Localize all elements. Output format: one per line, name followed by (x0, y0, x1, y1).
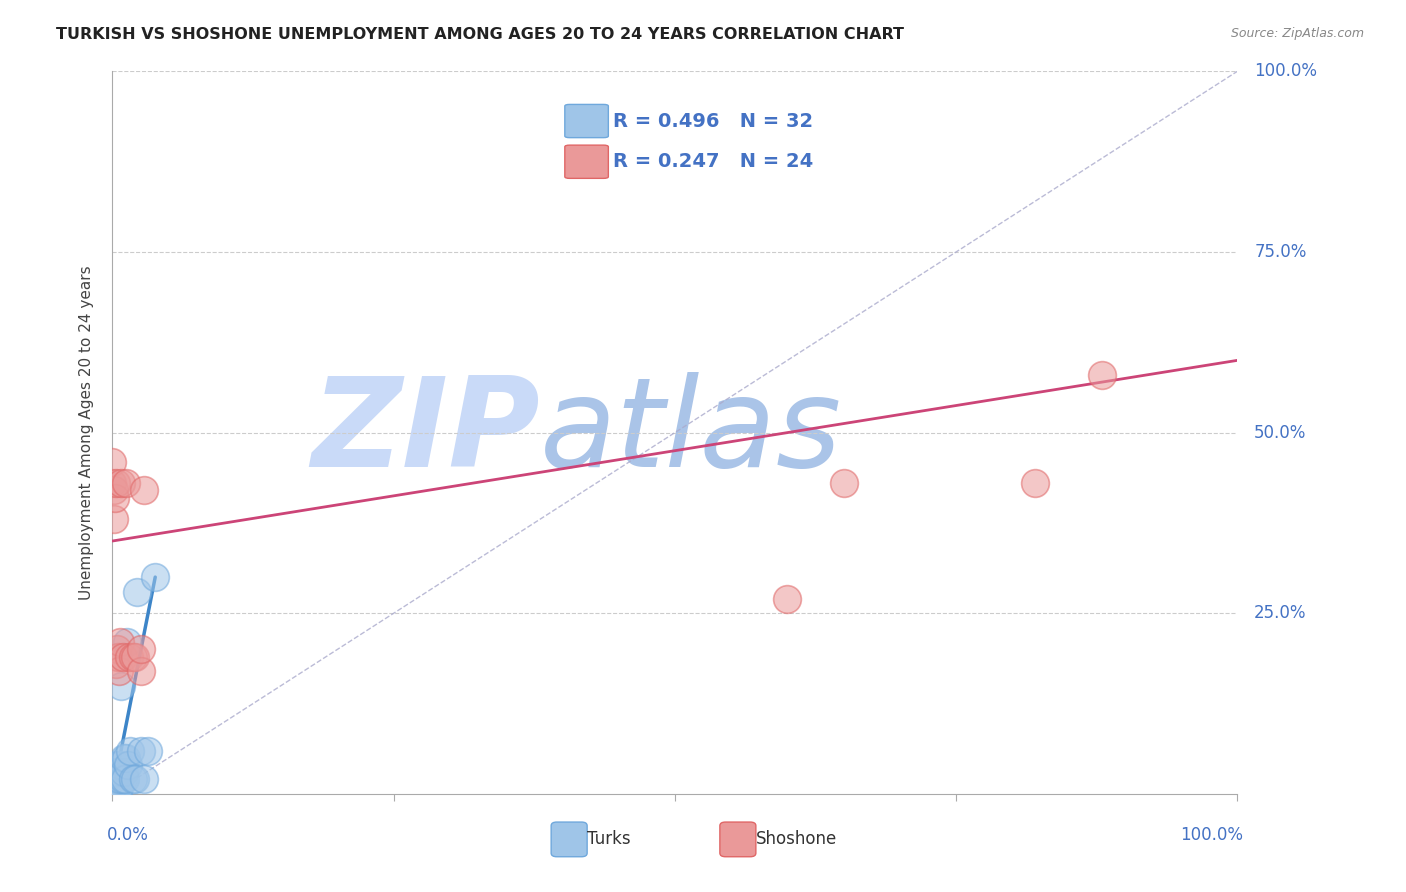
Point (103, 483, 125, 498)
Point (104, 657, 127, 671)
Text: 25.0%: 25.0% (1254, 604, 1306, 623)
Point (120, 743, 142, 757)
Point (832, 476, 855, 491)
Text: 100.0%: 100.0% (1254, 62, 1317, 80)
Point (117, 758, 139, 772)
Point (101, 454, 124, 468)
Point (115, 751, 138, 765)
Point (101, 787, 124, 801)
Point (107, 649, 129, 664)
Point (105, 772, 128, 787)
Point (129, 642, 152, 657)
Text: 0.0%: 0.0% (107, 826, 149, 845)
Point (104, 772, 127, 787)
Point (132, 772, 155, 787)
Point (107, 772, 129, 787)
Point (111, 649, 134, 664)
Point (115, 476, 138, 491)
Point (104, 787, 127, 801)
Point (129, 664, 152, 678)
Text: 75.0%: 75.0% (1254, 243, 1306, 261)
Text: TURKISH VS SHOSHONE UNEMPLOYMENT AMONG AGES 20 TO 24 YEARS CORRELATION CHART: TURKISH VS SHOSHONE UNEMPLOYMENT AMONG A… (56, 27, 904, 42)
Point (110, 678, 132, 692)
Text: atlas: atlas (540, 372, 842, 493)
Text: ZIP: ZIP (311, 372, 540, 493)
Point (776, 591, 799, 606)
Text: Turks: Turks (588, 830, 631, 848)
Point (110, 772, 132, 787)
Point (1024, 476, 1046, 491)
Point (103, 512, 125, 526)
Point (107, 787, 129, 801)
Point (103, 765, 125, 780)
Point (129, 743, 152, 757)
Point (115, 635, 138, 649)
Point (127, 584, 149, 599)
Point (118, 649, 141, 664)
Point (121, 649, 143, 664)
Point (138, 743, 160, 757)
FancyBboxPatch shape (720, 822, 756, 856)
Point (104, 765, 127, 780)
Point (108, 780, 131, 794)
Text: Shoshone: Shoshone (756, 830, 837, 848)
FancyBboxPatch shape (551, 822, 588, 856)
Point (105, 642, 128, 657)
Text: 50.0%: 50.0% (1254, 424, 1306, 442)
Point (110, 635, 132, 649)
Point (110, 476, 132, 491)
Point (132, 483, 155, 498)
Point (1091, 368, 1114, 382)
Point (111, 772, 134, 787)
Point (112, 751, 135, 765)
Point (104, 780, 127, 794)
Point (104, 491, 127, 505)
Y-axis label: Unemployment Among Ages 20 to 24 years: Unemployment Among Ages 20 to 24 years (79, 265, 94, 600)
Point (143, 570, 166, 584)
Point (104, 476, 127, 491)
Point (110, 758, 132, 772)
Point (124, 772, 146, 787)
Point (124, 649, 146, 664)
Point (101, 476, 124, 491)
Point (121, 772, 143, 787)
Point (103, 772, 125, 787)
Text: Source: ZipAtlas.com: Source: ZipAtlas.com (1230, 27, 1364, 40)
Point (105, 758, 128, 772)
Point (101, 780, 124, 794)
Point (112, 765, 135, 780)
Point (114, 772, 136, 787)
Point (108, 664, 131, 678)
Point (108, 765, 131, 780)
Text: 100.0%: 100.0% (1180, 826, 1243, 845)
